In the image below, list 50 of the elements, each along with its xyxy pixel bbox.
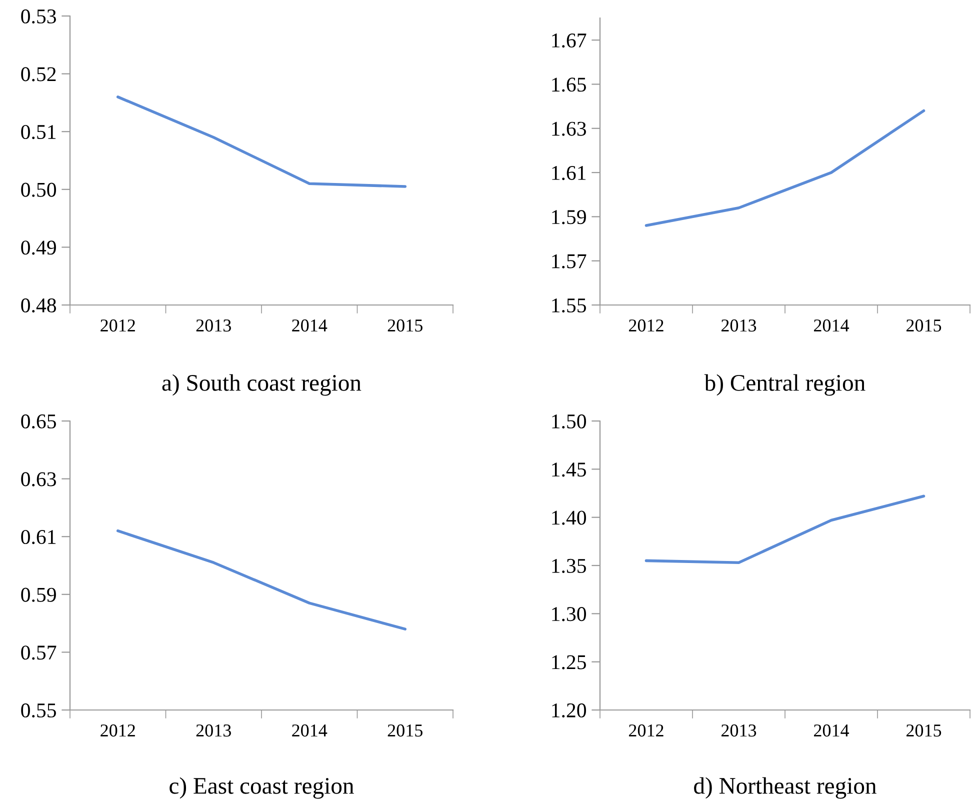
- y-tick-label: 0.61: [21, 530, 56, 544]
- y-tick-label: 1.59: [552, 210, 586, 224]
- y-tick-label: 0.52: [21, 67, 56, 82]
- x-tick-label: 2015: [388, 724, 422, 737]
- y-tick-label: 1.57: [552, 254, 586, 268]
- text: c) East coast region: [170, 777, 354, 799]
- x-tick-label: 2015: [906, 724, 942, 737]
- x-tick-label: 2014: [814, 319, 850, 332]
- x-tick-label: 2013: [196, 724, 231, 737]
- y-tick-label: 1.67: [552, 34, 586, 48]
- y-tick-label: 1.30: [552, 607, 586, 622]
- y-tick-label: 0.48: [21, 298, 56, 313]
- x-tick-label: 2014: [814, 724, 850, 737]
- x-tick-label: 2015: [388, 319, 422, 332]
- text: a) South coast region: [162, 374, 362, 396]
- x-tick-label: 2012: [628, 724, 664, 737]
- x-tick-label: 2013: [721, 724, 756, 737]
- y-tick-label: 1.63: [552, 122, 586, 136]
- y-tick-label: 1.50: [552, 414, 586, 429]
- line-series: [116, 96, 407, 188]
- y-tick-label: 0.59: [21, 588, 56, 602]
- y-tick-label: 0.50: [21, 182, 56, 197]
- x-tick-label: 2014: [292, 724, 328, 737]
- y-tick-label: 0.55: [21, 703, 56, 718]
- y-tick-label: 0.57: [21, 646, 56, 660]
- line-series: [644, 109, 926, 227]
- y-tick-label: 1.40: [552, 510, 586, 525]
- y-tick-label: 0.63: [21, 472, 56, 486]
- y-tick-label: 0.53: [21, 9, 56, 24]
- x-tick-label: 2012: [628, 319, 664, 332]
- x-tick-label: 2012: [100, 724, 135, 737]
- x-tick-label: 2014: [292, 319, 328, 332]
- x-tick-label: 2013: [196, 319, 231, 332]
- y-tick-label: 1.65: [552, 78, 586, 92]
- y-tick-label: 1.55: [552, 298, 586, 313]
- y-tick-label: 0.49: [21, 240, 56, 255]
- text: d) Northeast region: [694, 777, 876, 799]
- text: b) Central region: [704, 374, 866, 396]
- line-series: [644, 494, 926, 564]
- y-tick-label: 1.45: [552, 462, 586, 477]
- line-series: [116, 529, 407, 630]
- x-tick-label: 2013: [721, 319, 756, 332]
- y-tick-label: 1.35: [552, 558, 586, 574]
- x-tick-label: 2015: [906, 319, 942, 332]
- y-tick-label: 1.25: [552, 655, 586, 670]
- y-tick-label: 1.61: [552, 166, 586, 180]
- y-tick-label: 1.20: [552, 703, 586, 718]
- y-tick-label: 0.51: [21, 124, 56, 140]
- x-tick-label: 2012: [100, 319, 135, 332]
- y-tick-label: 0.65: [21, 414, 56, 429]
